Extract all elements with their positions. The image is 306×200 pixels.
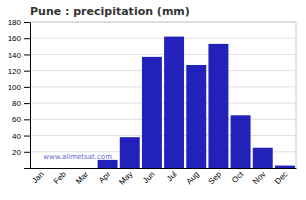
x-tick-label: Apr — [97, 169, 112, 184]
x-tick-label: Sep — [207, 169, 224, 186]
y-tick-mark — [24, 71, 30, 72]
y-tick-label: 20 — [12, 148, 21, 157]
y-tick: 80 — [12, 99, 30, 108]
x-tick-label: Jul — [165, 170, 179, 184]
bar — [253, 148, 273, 168]
y-tick-label: 80 — [12, 99, 21, 108]
bar — [164, 37, 184, 168]
x-tick: Feb — [52, 169, 69, 186]
chart: 20 40 60 80 100 120 140 160 180 Jan Feb Mar Apr May Ju… — [0, 0, 306, 200]
y-tick-mark — [24, 103, 30, 104]
y-tick: 40 — [12, 132, 30, 141]
y-tick-label: 60 — [12, 115, 21, 124]
y-tick-label: 180 — [8, 18, 22, 27]
x-tick: Mar — [74, 169, 90, 185]
y-tick-mark — [24, 152, 30, 153]
x-tick-label: May — [117, 170, 134, 187]
frame-right — [296, 22, 297, 168]
bar — [31, 168, 51, 169]
x-tick-label: Jun — [141, 170, 156, 185]
x-tick: Oct — [230, 169, 246, 185]
grid-line — [30, 119, 296, 120]
y-axis: 20 40 60 80 100 120 140 160 180 — [8, 18, 31, 168]
x-tick-label: Mar — [74, 169, 90, 185]
y-tick: 100 — [8, 83, 30, 92]
x-tick: Jun — [141, 170, 156, 185]
x-tick: Jan — [30, 170, 45, 185]
x-tick-label: Feb — [52, 169, 69, 186]
grid-line — [30, 70, 296, 71]
grid — [30, 22, 296, 152]
grid-line — [30, 38, 296, 39]
frame-top — [30, 22, 296, 23]
x-axis: Jan Feb Mar Apr May Jun Jul Aug Sep Oct Nov Dec — [30, 169, 296, 187]
bar — [186, 65, 206, 168]
x-tick: Apr — [97, 169, 112, 184]
x-tick: Dec — [273, 170, 289, 186]
bar — [53, 168, 73, 169]
y-tick-label: 120 — [8, 67, 22, 76]
y-tick-mark — [24, 119, 30, 120]
y-tick-mark — [24, 54, 30, 55]
y-tick-mark — [24, 87, 30, 88]
x-tick-label: Aug — [184, 170, 200, 186]
x-tick: Aug — [184, 170, 200, 186]
bars — [98, 37, 295, 168]
bar — [275, 166, 295, 168]
x-tick: Sep — [207, 169, 224, 186]
y-tick: 120 — [8, 67, 30, 76]
x-tick-label: Dec — [273, 170, 289, 186]
y-tick-mark — [24, 136, 30, 137]
grid-line — [30, 135, 296, 136]
x-tick-label: Jan — [30, 170, 45, 185]
x-tick: Nov — [251, 170, 267, 186]
bar — [75, 168, 95, 169]
y-tick-label: 100 — [8, 83, 22, 92]
plot: 20 40 60 80 100 120 140 160 180 Jan Feb Mar Apr May Ju… — [8, 18, 297, 187]
title: Pune : precipitation (mm) — [30, 5, 190, 18]
bar — [120, 137, 140, 168]
y-tick-mark — [24, 38, 30, 39]
y-tick: 160 — [8, 34, 30, 43]
bar — [142, 57, 162, 168]
x-tick: May — [117, 170, 134, 187]
bar — [231, 115, 251, 168]
y-tick: 20 — [12, 148, 30, 157]
x-tick: Jul — [165, 170, 179, 184]
y-axis-line — [24, 23, 31, 169]
grid-line — [30, 103, 296, 104]
grid-line — [30, 22, 296, 23]
x-axis-line — [31, 168, 297, 169]
y-tick-mark — [24, 22, 30, 23]
y-tick-label: 140 — [8, 51, 22, 60]
y-tick-label: 160 — [8, 34, 22, 43]
annotation: www.allmetsat.com — [43, 153, 112, 161]
y-tick: 180 — [8, 18, 30, 27]
grid-line — [30, 86, 296, 87]
y-tick-label: 40 — [12, 132, 21, 141]
x-tick-label: Oct — [230, 169, 246, 185]
x-tick-label: Nov — [251, 170, 267, 186]
bar — [208, 44, 228, 168]
y-tick: 60 — [12, 115, 30, 124]
grid-line — [30, 54, 296, 55]
y-tick: 140 — [8, 51, 30, 60]
